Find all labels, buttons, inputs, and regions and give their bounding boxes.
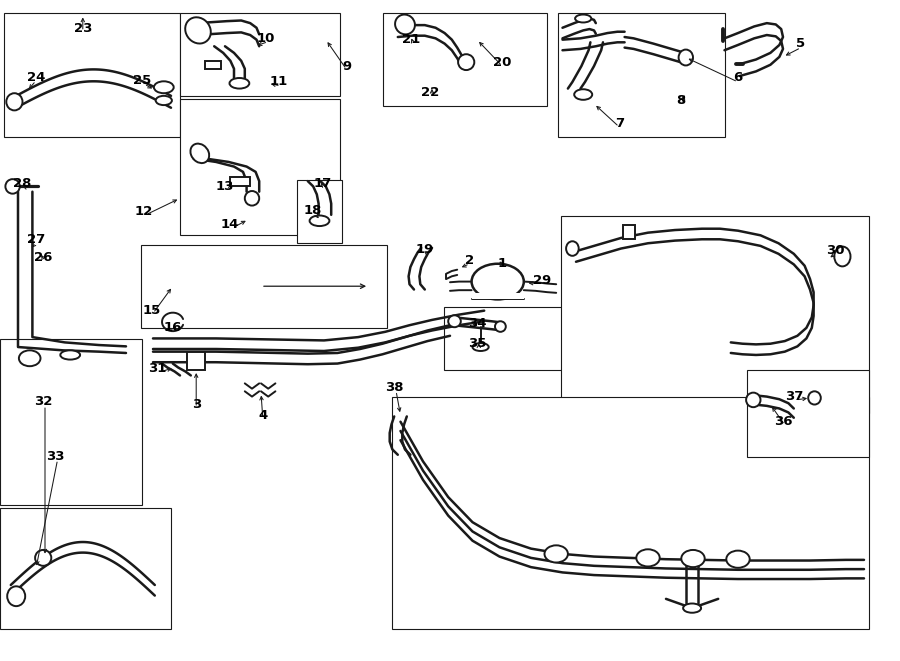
Text: 23: 23 bbox=[74, 22, 92, 35]
Text: 18: 18 bbox=[304, 204, 322, 217]
Ellipse shape bbox=[6, 93, 23, 110]
Text: 26: 26 bbox=[34, 251, 52, 264]
Ellipse shape bbox=[448, 315, 461, 327]
Text: 34: 34 bbox=[468, 317, 486, 330]
Text: 30: 30 bbox=[826, 244, 844, 257]
Text: 38: 38 bbox=[385, 381, 403, 394]
Ellipse shape bbox=[5, 179, 20, 194]
Text: 8: 8 bbox=[677, 94, 686, 107]
Bar bbox=[230, 177, 250, 186]
Text: 21: 21 bbox=[402, 33, 420, 46]
Text: 17: 17 bbox=[313, 176, 331, 190]
Text: 4: 4 bbox=[258, 408, 267, 422]
Ellipse shape bbox=[834, 247, 850, 266]
Text: 29: 29 bbox=[533, 274, 551, 287]
Ellipse shape bbox=[746, 393, 760, 407]
Ellipse shape bbox=[458, 54, 474, 70]
Ellipse shape bbox=[575, 15, 591, 22]
Bar bbox=[444, 307, 572, 370]
Bar bbox=[623, 225, 635, 239]
Text: 13: 13 bbox=[216, 180, 234, 193]
Text: 33: 33 bbox=[47, 449, 65, 463]
Text: 24: 24 bbox=[27, 71, 45, 84]
Text: 35: 35 bbox=[468, 337, 486, 350]
Text: 3: 3 bbox=[192, 398, 201, 411]
Bar bbox=[0, 508, 171, 629]
Text: 32: 32 bbox=[34, 395, 52, 408]
Ellipse shape bbox=[230, 78, 249, 89]
Ellipse shape bbox=[35, 550, 51, 566]
Bar bbox=[0, 339, 142, 505]
Bar bbox=[382, 13, 547, 106]
Ellipse shape bbox=[679, 50, 693, 65]
Bar bbox=[180, 99, 340, 235]
Ellipse shape bbox=[495, 321, 506, 332]
Ellipse shape bbox=[574, 89, 592, 100]
Bar bbox=[141, 245, 387, 328]
Ellipse shape bbox=[191, 143, 209, 163]
Ellipse shape bbox=[7, 586, 25, 606]
Text: 19: 19 bbox=[416, 243, 434, 256]
Text: 31: 31 bbox=[148, 362, 166, 375]
Ellipse shape bbox=[60, 350, 80, 360]
Text: 36: 36 bbox=[774, 415, 792, 428]
Bar bbox=[558, 13, 724, 137]
Bar bbox=[205, 61, 221, 69]
Text: 14: 14 bbox=[220, 218, 238, 231]
Text: 7: 7 bbox=[615, 117, 624, 130]
Ellipse shape bbox=[566, 241, 579, 256]
Text: 20: 20 bbox=[493, 56, 511, 69]
Circle shape bbox=[636, 549, 660, 566]
Circle shape bbox=[19, 350, 40, 366]
Ellipse shape bbox=[808, 391, 821, 405]
Ellipse shape bbox=[185, 17, 211, 44]
Text: 15: 15 bbox=[142, 303, 160, 317]
Ellipse shape bbox=[156, 96, 172, 105]
Bar bbox=[4, 13, 180, 137]
Text: 2: 2 bbox=[465, 254, 474, 267]
Text: 11: 11 bbox=[270, 75, 288, 89]
Text: 9: 9 bbox=[342, 59, 351, 73]
Bar bbox=[297, 180, 342, 243]
Ellipse shape bbox=[472, 264, 524, 299]
Ellipse shape bbox=[683, 603, 701, 613]
Ellipse shape bbox=[154, 81, 174, 93]
Text: 28: 28 bbox=[14, 177, 32, 190]
Text: 37: 37 bbox=[785, 390, 803, 403]
Text: 12: 12 bbox=[135, 205, 153, 218]
Circle shape bbox=[544, 545, 568, 563]
Bar bbox=[392, 397, 868, 629]
Bar bbox=[472, 293, 524, 299]
Bar bbox=[187, 352, 205, 370]
Circle shape bbox=[681, 550, 705, 567]
Text: 16: 16 bbox=[164, 321, 182, 334]
Text: 27: 27 bbox=[27, 233, 45, 246]
Text: 6: 6 bbox=[734, 71, 742, 85]
Text: 10: 10 bbox=[256, 32, 274, 45]
Bar bbox=[180, 13, 340, 96]
Bar bbox=[561, 216, 868, 413]
Ellipse shape bbox=[395, 15, 415, 34]
Text: 25: 25 bbox=[133, 74, 151, 87]
Circle shape bbox=[726, 551, 750, 568]
Ellipse shape bbox=[472, 343, 489, 351]
Ellipse shape bbox=[245, 191, 259, 206]
Text: 5: 5 bbox=[796, 37, 806, 50]
Bar bbox=[747, 370, 868, 457]
Ellipse shape bbox=[310, 215, 329, 226]
Text: 1: 1 bbox=[498, 256, 507, 270]
Text: 22: 22 bbox=[421, 86, 439, 99]
